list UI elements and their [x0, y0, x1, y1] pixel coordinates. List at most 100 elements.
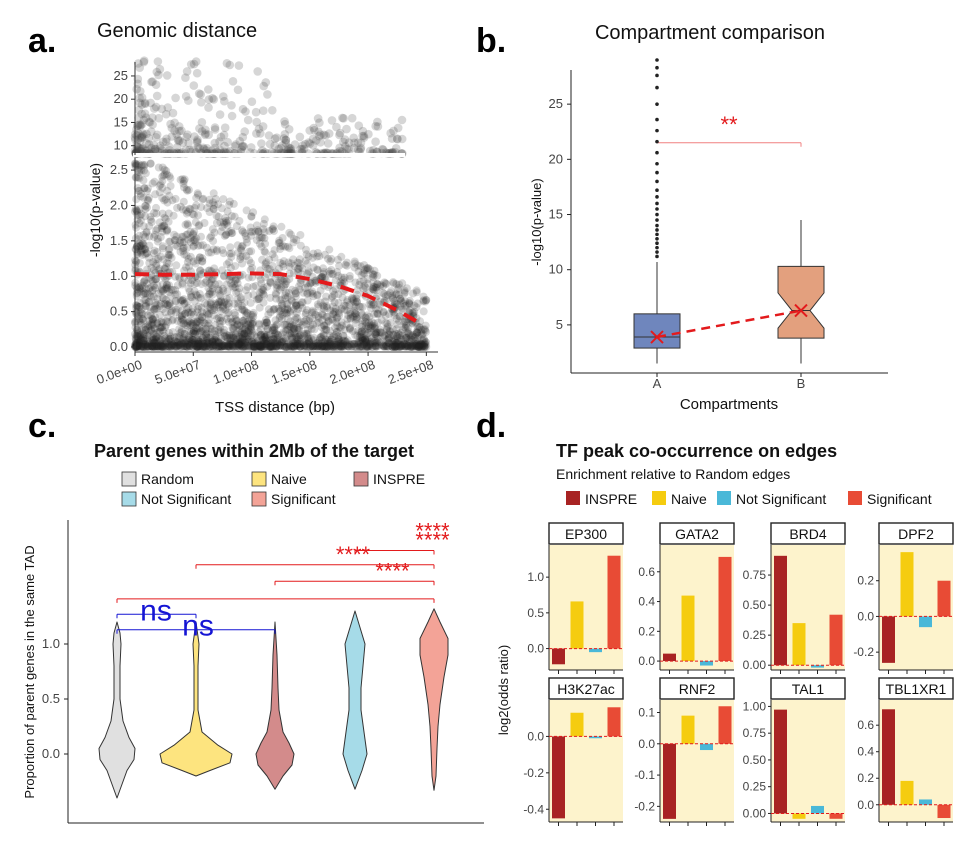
scatter-point [204, 95, 214, 104]
scatter-point [317, 335, 326, 344]
scatter-point [148, 342, 157, 351]
scatter-point [371, 339, 380, 347]
scatter-point [156, 343, 165, 351]
bar-naive [792, 623, 806, 666]
scatter-point [209, 337, 217, 346]
scatter-point [200, 342, 208, 351]
scatter-point [206, 342, 215, 351]
scatter-point [244, 335, 253, 344]
scatter-point [353, 261, 362, 270]
scatter-point [215, 290, 224, 299]
scatter-point [270, 227, 278, 235]
scatter-point [279, 341, 288, 350]
scatter-point [400, 288, 409, 297]
scatter-point [135, 174, 144, 183]
scatter-point [419, 297, 428, 306]
scatter-point [187, 335, 196, 344]
scatter-point [131, 205, 140, 214]
scatter-point [198, 195, 207, 204]
outlier-point [655, 65, 659, 70]
scatter-point [173, 338, 182, 347]
scatter-point [338, 113, 347, 123]
scatter-point [315, 318, 323, 327]
facet-gata2: GATA2 0.0 0.2 0.4 0.6 [638, 522, 735, 674]
scatter-point [153, 281, 162, 289]
scatter-point [202, 339, 211, 348]
scatter-point [170, 230, 179, 239]
scatter-point [337, 341, 346, 350]
scatter-point [138, 246, 147, 255]
scatter-point [276, 306, 285, 315]
scatter-point [187, 291, 195, 300]
scatter-point [235, 342, 244, 351]
scatter-point [353, 286, 362, 294]
scatter-point [162, 283, 171, 292]
scatter-point [245, 342, 254, 350]
scatter-point [265, 255, 274, 264]
scatter-point [289, 323, 298, 332]
scatter-point [360, 261, 369, 270]
scatter-point [232, 329, 241, 338]
scatter-point [348, 295, 356, 304]
scatter-point [369, 301, 378, 309]
scatter-point [376, 338, 385, 347]
y-tick-label: 1.0 [42, 636, 60, 651]
scatter-point [231, 283, 240, 292]
scatter-point [188, 336, 197, 344]
scatter-point [256, 342, 265, 351]
scatter-point [133, 340, 142, 349]
y-tick-label: 2.5 [110, 162, 128, 177]
scatter-point [150, 325, 159, 334]
y-tick-label: 0.75 [743, 726, 767, 740]
significance-label: ** [720, 112, 738, 137]
scatter-point [165, 340, 174, 349]
scatter-point [191, 337, 199, 346]
scatter-point [287, 331, 296, 340]
scatter-point [260, 343, 269, 351]
y-tick-label: 2.0 [110, 197, 128, 212]
scatter-point [212, 247, 221, 256]
scatter-point [244, 337, 253, 346]
scatter-point [204, 85, 213, 94]
scatter-point [240, 330, 249, 339]
scatter-point [334, 290, 343, 299]
scatter-point [165, 342, 174, 351]
bar-naive [570, 712, 584, 737]
scatter-point [264, 305, 273, 314]
x-tick-label: 2.5e+08 [386, 357, 436, 387]
scatter-point [338, 340, 347, 349]
scatter-point [260, 215, 269, 224]
scatter-point [339, 341, 348, 350]
scatter-point [245, 247, 254, 256]
scatter-point [286, 317, 295, 326]
scatter-point [357, 333, 366, 342]
scatter-point [160, 221, 169, 230]
x-tick-label: B [797, 376, 806, 391]
box-body [777, 265, 825, 339]
y-tick-label: 20 [549, 151, 563, 166]
scatter-point [247, 259, 255, 268]
scatter-point [401, 323, 410, 332]
scatter-point [359, 336, 368, 344]
scatter-point [185, 287, 194, 296]
scatter-point [138, 284, 147, 293]
scatter-point [244, 342, 253, 351]
scatter-point [164, 259, 173, 268]
scatter-point [186, 252, 195, 261]
comparison-label: **** [336, 542, 371, 567]
scatter-point [132, 257, 141, 265]
scatter-point [279, 241, 287, 250]
scatter-point [421, 343, 430, 351]
scatter-point [411, 333, 420, 342]
scatter-point [215, 342, 224, 351]
scatter-point [242, 252, 251, 260]
y-tick-label: 0.5 [110, 304, 128, 319]
scatter-point [209, 189, 218, 198]
scatter-point [234, 61, 244, 70]
scatter-point [278, 301, 286, 310]
scatter-point [171, 290, 180, 299]
scatter-point [334, 299, 343, 307]
scatter-point [309, 333, 318, 342]
scatter-point [234, 341, 243, 350]
scatter-point [198, 334, 207, 343]
